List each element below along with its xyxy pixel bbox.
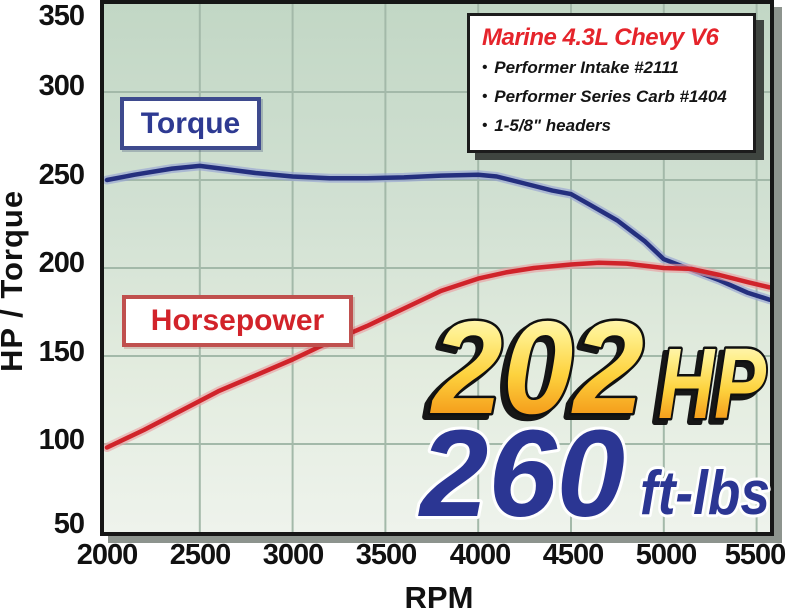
spec-item-headers-text: 1-5/8" headers bbox=[494, 116, 611, 135]
spec-item-carb: • Performer Series Carb #1404 bbox=[482, 83, 741, 112]
torque-curve bbox=[104, 163, 770, 302]
spec-item-intake: • Performer Intake #2111 bbox=[482, 54, 741, 83]
x-tick-4500: 4500 bbox=[542, 539, 605, 571]
spec-item-intake-text: Performer Intake #2111 bbox=[494, 58, 679, 77]
x-axis-title: RPM bbox=[404, 580, 474, 614]
torque-curve-label: Torque bbox=[120, 97, 261, 150]
curves-canvas bbox=[104, 4, 770, 532]
spec-item-carb-text: Performer Series Carb #1404 bbox=[494, 87, 727, 106]
y-tick-250: 250 bbox=[38, 159, 85, 191]
bullet-icon: • bbox=[482, 117, 488, 134]
y-tick-300: 300 bbox=[38, 70, 85, 102]
x-tick-2500: 2500 bbox=[169, 539, 232, 571]
x-tick-2000: 2000 bbox=[76, 539, 139, 571]
x-tick-5000: 5000 bbox=[635, 539, 698, 571]
bullet-icon: • bbox=[482, 59, 488, 76]
y-tick-350: 350 bbox=[38, 0, 85, 32]
y-tick-100: 100 bbox=[38, 424, 85, 456]
x-tick-4000: 4000 bbox=[449, 539, 512, 571]
spec-box-title: Marine 4.3L Chevy V6 bbox=[482, 24, 719, 51]
horsepower-curve bbox=[104, 260, 770, 450]
bullet-icon: • bbox=[482, 88, 488, 105]
y-tick-50: 50 bbox=[53, 508, 85, 540]
spec-item-headers: • 1-5/8" headers bbox=[482, 112, 741, 141]
horsepower-curve-label: Horsepower bbox=[122, 295, 353, 347]
x-tick-3000: 3000 bbox=[262, 539, 325, 571]
horsepower-curve-label-text: Horsepower bbox=[150, 304, 325, 337]
torque-curve-label-text: Torque bbox=[140, 106, 241, 140]
torque-curve bbox=[104, 161, 770, 305]
y-tick-200: 200 bbox=[38, 247, 85, 279]
y-tick-150: 150 bbox=[38, 336, 85, 368]
spec-box: Marine 4.3L Chevy V6 • Performer Intake #… bbox=[467, 13, 756, 153]
x-tick-3500: 3500 bbox=[355, 539, 418, 571]
x-tick-5500: 5500 bbox=[724, 539, 787, 571]
